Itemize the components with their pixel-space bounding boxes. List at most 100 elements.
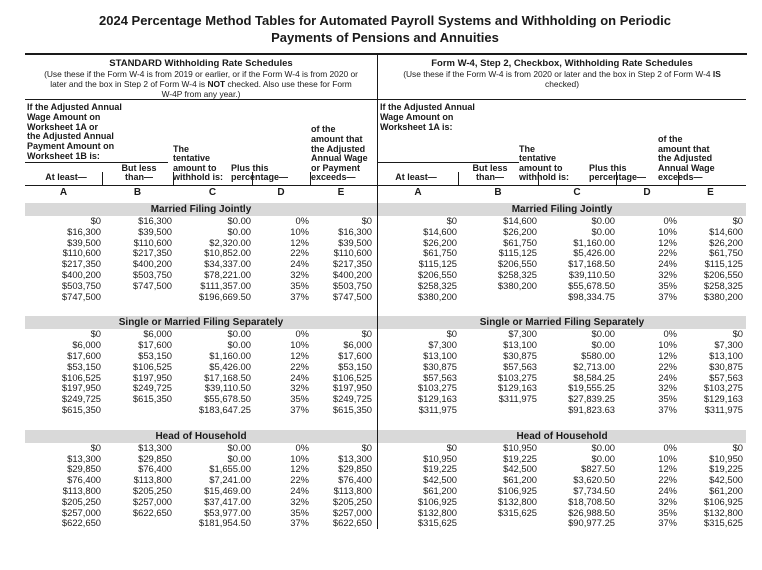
table-row: $13,100 $30,875 $580.00 12% $13,100 [378, 349, 746, 362]
amount-cell: $16,300 [138, 215, 172, 226]
table-row: $61,200 $106,925 $7,734.50 24% $61,200 [378, 484, 746, 497]
column-label-a: At least— [45, 172, 87, 183]
amount-cell: $39,500 [338, 236, 372, 248]
table-row: $13,300 $29,850 $0.00 10% $13,300 [25, 452, 377, 465]
amount-cell: $103,275 [417, 382, 457, 394]
table-row: $76,400 $113,800 $7,241.00 22% $76,400 [25, 474, 377, 486]
column-divider-tick [538, 172, 539, 185]
amount-cell: 37% [658, 290, 677, 302]
amount-cell: 12% [290, 349, 309, 361]
table-row: $380,200 $98,334.75 37% $380,200 [378, 290, 746, 303]
amount-cell: $57,563 [423, 371, 457, 383]
amount-cell: $0.00 [591, 339, 615, 351]
table-row: $42,500 $61,200 $3,620.50 22% $42,500 [378, 474, 746, 486]
amount-cell: $17,600 [338, 349, 372, 361]
amount-cell: $615,350 [61, 403, 101, 415]
amount-cell: 12% [290, 463, 309, 475]
amount-cell: $17,600 [138, 339, 172, 351]
amount-cell: $10,950 [503, 441, 537, 453]
amount-cell: $13,100 [503, 339, 537, 351]
amount-cell: 37% [290, 290, 309, 302]
amount-cell: $39,500 [67, 236, 101, 248]
amount-cell: $615,350 [132, 393, 172, 405]
amount-cell: $315,625 [703, 517, 743, 529]
amount-cell: $827.50 [581, 463, 615, 475]
schedule-note-text: NOT [207, 79, 226, 89]
column-letter: D [277, 187, 285, 198]
amount-cell: 22% [658, 474, 677, 486]
amount-cell: $205,250 [132, 484, 172, 496]
header-rule [25, 162, 168, 163]
amount-cell: $257,000 [61, 506, 101, 518]
amount-cell: $61,200 [423, 484, 457, 496]
amount-cell: $61,750 [423, 247, 457, 259]
amount-cell: 35% [658, 279, 677, 291]
amount-cell: $42,500 [709, 474, 743, 486]
amount-cell: 22% [290, 360, 309, 372]
amount-cell: $16,300 [338, 225, 372, 237]
amount-cell [102, 405, 173, 416]
amount-cell: $29,850 [138, 452, 172, 464]
amount-cell: $0 [90, 441, 101, 453]
amount-cell: $205,250 [332, 495, 372, 507]
amount-cell: $16,300 [67, 225, 101, 237]
amount-cell: $249,725 [132, 382, 172, 394]
table-row: $19,225 $42,500 $827.50 12% $19,225 [378, 464, 746, 475]
amount-cell: 24% [658, 371, 677, 383]
amount-cell: $30,875 [423, 360, 457, 372]
amount-cell: $57,563 [709, 371, 743, 383]
amount-cell: $14,600 [709, 225, 743, 237]
amount-cell: $110,600 [62, 247, 101, 259]
amount-cell: $7,734.50 [573, 484, 615, 496]
section-rows: $0 $14,600 $0.00 0% $0 $14,600 $26,200 $0.00 10%… [378, 215, 746, 303]
amount-cell: 24% [658, 258, 677, 270]
table-row: $503,750 $747,500 $111,357.00 35% $503,750 [25, 280, 377, 292]
amount-cell: 32% [658, 382, 677, 394]
table-row: $0 $10,950 $0.00 0% $0 [378, 441, 746, 454]
amount-cell: $249,725 [61, 393, 101, 405]
amount-cell: $129,163 [497, 382, 537, 394]
column-letter: B [494, 187, 502, 198]
amount-cell: $7,300 [714, 339, 743, 351]
amount-cell: $258,325 [703, 279, 743, 291]
amount-cell: $61,200 [503, 474, 537, 486]
amount-cell: 0% [295, 328, 309, 340]
amount-cell: 10% [658, 452, 677, 464]
amount-cell: $13,100 [423, 349, 457, 361]
table-row: $0 $7,300 $0.00 0% $0 [378, 329, 746, 340]
amount-cell: $747,500 [61, 290, 101, 302]
column-divider-tick [102, 172, 103, 185]
amount-cell: $115,125 [418, 258, 457, 270]
table-row: $57,563 $103,275 $8,584.25 24% $57,563 [378, 371, 746, 384]
schedule-note: (Use these if the Form W-4 is from 2019 … [44, 69, 358, 99]
amount-cell: $0.00 [591, 215, 615, 226]
amount-cell: $217,350 [332, 258, 372, 270]
table-row: $26,200 $61,750 $1,160.00 12% $26,200 [378, 237, 746, 249]
amount-cell: $26,200 [503, 225, 537, 237]
column-letter: B [133, 187, 142, 198]
amount-cell: $311,975 [704, 403, 743, 415]
amount-cell: $503,750 [132, 268, 172, 280]
column-letter: E [337, 187, 345, 198]
section-rows: $0 $7,300 $0.00 0% $0 $7,300 $13,100 $0.00 10% $7… [378, 329, 746, 415]
amount-cell: $10,950 [709, 452, 743, 464]
amount-cell: 24% [658, 484, 677, 496]
amount-cell: $7,300 [428, 339, 457, 351]
amount-cell: $206,550 [703, 268, 743, 280]
amount-cell: $55,678.50 [568, 279, 615, 291]
percentage-method-tables: 2024 Percentage Method Tables for Automa… [25, 12, 747, 530]
section-rows: $0 $13,300 $0.00 0% $0 $13,300 $29,850 $0.00 10%… [25, 441, 377, 529]
table-row: $16,300 $39,500 $0.00 10% $16,300 [25, 225, 377, 238]
section-rows: $0 $6,000 $0.00 0% $0 $6,000 $17,600 $0.00 10% $6… [25, 329, 377, 415]
column-header: If the Adjusted Annual Wage Amount on Work… [25, 100, 377, 186]
column-divider-tick [616, 172, 617, 185]
amount-cell: $19,225 [709, 463, 743, 475]
amount-cell: $29,850 [338, 463, 372, 475]
amount-cell: $61,200 [709, 484, 743, 496]
amount-cell: 24% [290, 371, 309, 383]
amount-cell: $129,163 [703, 393, 743, 405]
amount-cell: 10% [658, 225, 677, 237]
amount-cell: $39,110.50 [204, 382, 251, 394]
amount-cell: $0.00 [591, 328, 615, 340]
amount-cell: $0 [90, 328, 101, 340]
